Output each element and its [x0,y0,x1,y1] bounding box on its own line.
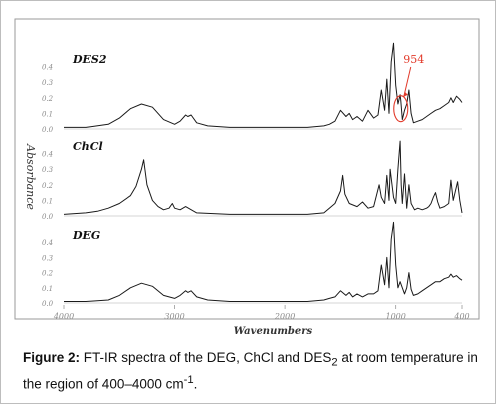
y-tick-label: 0.3 [42,79,54,87]
caption-text-1: FT-IR spectra of the DEG, ChCl and DES [80,350,332,365]
series-label: DES2 [72,53,107,66]
y-tick-label: 0.1 [42,285,53,293]
y-tick-label: 0.2 [42,95,54,103]
spectrum-line [63,140,463,215]
spectrum-line [64,42,463,128]
x-tick-label: 4000 [53,312,74,321]
y-tick-label: 0.2 [42,182,54,190]
caption-label: Figure 2: [23,350,81,365]
x-tick-label: 400 [453,312,469,321]
x-tick-label: 2000 [274,312,295,321]
annotation-circle [393,95,409,123]
ftir-chart: 0.0 0.1 0.2 0.3 0.4 DES2 0.0 0.1 0.2 0.3 0.4 ChCl 0.… [14,18,480,337]
spectrum-line [64,221,463,302]
y-tick-label: 0.0 [42,126,54,134]
x-tick-label: 1000 [385,312,405,321]
annotation-label: 954 [403,53,424,66]
x-tick-label: 3000 [164,312,184,321]
chart-frame [14,18,480,320]
caption-text-2: at room temperature in the region of 400… [23,350,478,392]
y-tick-label: 0.1 [42,197,53,205]
y-axis-label: Absorbance [24,143,37,210]
y-tick-label: 0.0 [42,300,54,308]
y-tick-label: 0.3 [42,166,54,174]
y-tick-label: 0.3 [42,254,54,262]
annotation-arrowhead [403,91,408,97]
series-label: ChCl [73,140,103,153]
series-label: DEG [72,229,100,242]
figure-caption: Figure 2: FT-IR spectra of the DEG, ChCl… [23,349,485,392]
y-tick-label: 0.2 [42,270,54,278]
annotation-arrow [403,66,412,97]
y-tick-label: 0.4 [42,239,53,247]
caption-superscript: -1 [183,373,194,386]
x-axis-label: Wavenumbers [234,326,313,337]
y-tick-label: 0.4 [42,151,53,159]
caption-text-end: . [193,376,198,392]
y-tick-label: 0.1 [42,110,53,118]
caption-subscript: 2 [331,356,338,369]
y-tick-label: 0.4 [42,64,53,72]
y-tick-label: 0.0 [42,213,54,221]
